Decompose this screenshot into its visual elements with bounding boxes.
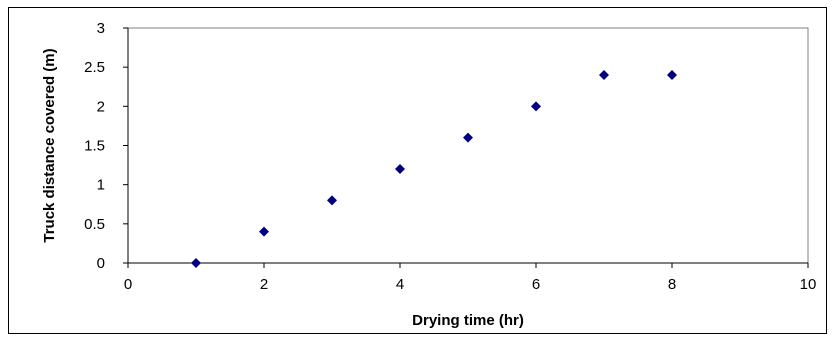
data-point [599,70,609,80]
data-points [191,70,677,268]
x-axis-title: Drying time (hr) [412,312,524,329]
data-point [531,101,541,112]
data-point [327,195,337,206]
y-tick-label: 0.5 [84,216,105,233]
y-tick-label: 1.5 [84,138,105,155]
y-axis-title: Truck distance covered (m) [41,48,58,242]
x-tick-label: 8 [668,276,676,293]
x-tick-label: 10 [800,276,817,293]
data-point [395,164,405,174]
x-axis-ticks: 0 2 4 6 8 10 [124,263,817,293]
y-tick-label: 2 [97,98,105,115]
y-tick-label: 3 [97,20,105,37]
x-tick-label: 2 [260,276,268,293]
data-point [463,132,473,143]
y-tick-label: 0 [97,255,105,272]
y-tick-label: 1 [97,177,105,194]
data-point [259,226,269,237]
plot-area [127,27,809,264]
data-point [191,258,201,268]
x-tick-label: 6 [532,276,540,293]
data-point [667,70,677,80]
x-tick-label: 0 [124,276,132,293]
y-axis-ticks: 0 0.5 1 1.5 2 2.5 3 [84,20,128,272]
y-tick-label: 2.5 [84,59,105,76]
x-tick-label: 4 [396,276,404,293]
